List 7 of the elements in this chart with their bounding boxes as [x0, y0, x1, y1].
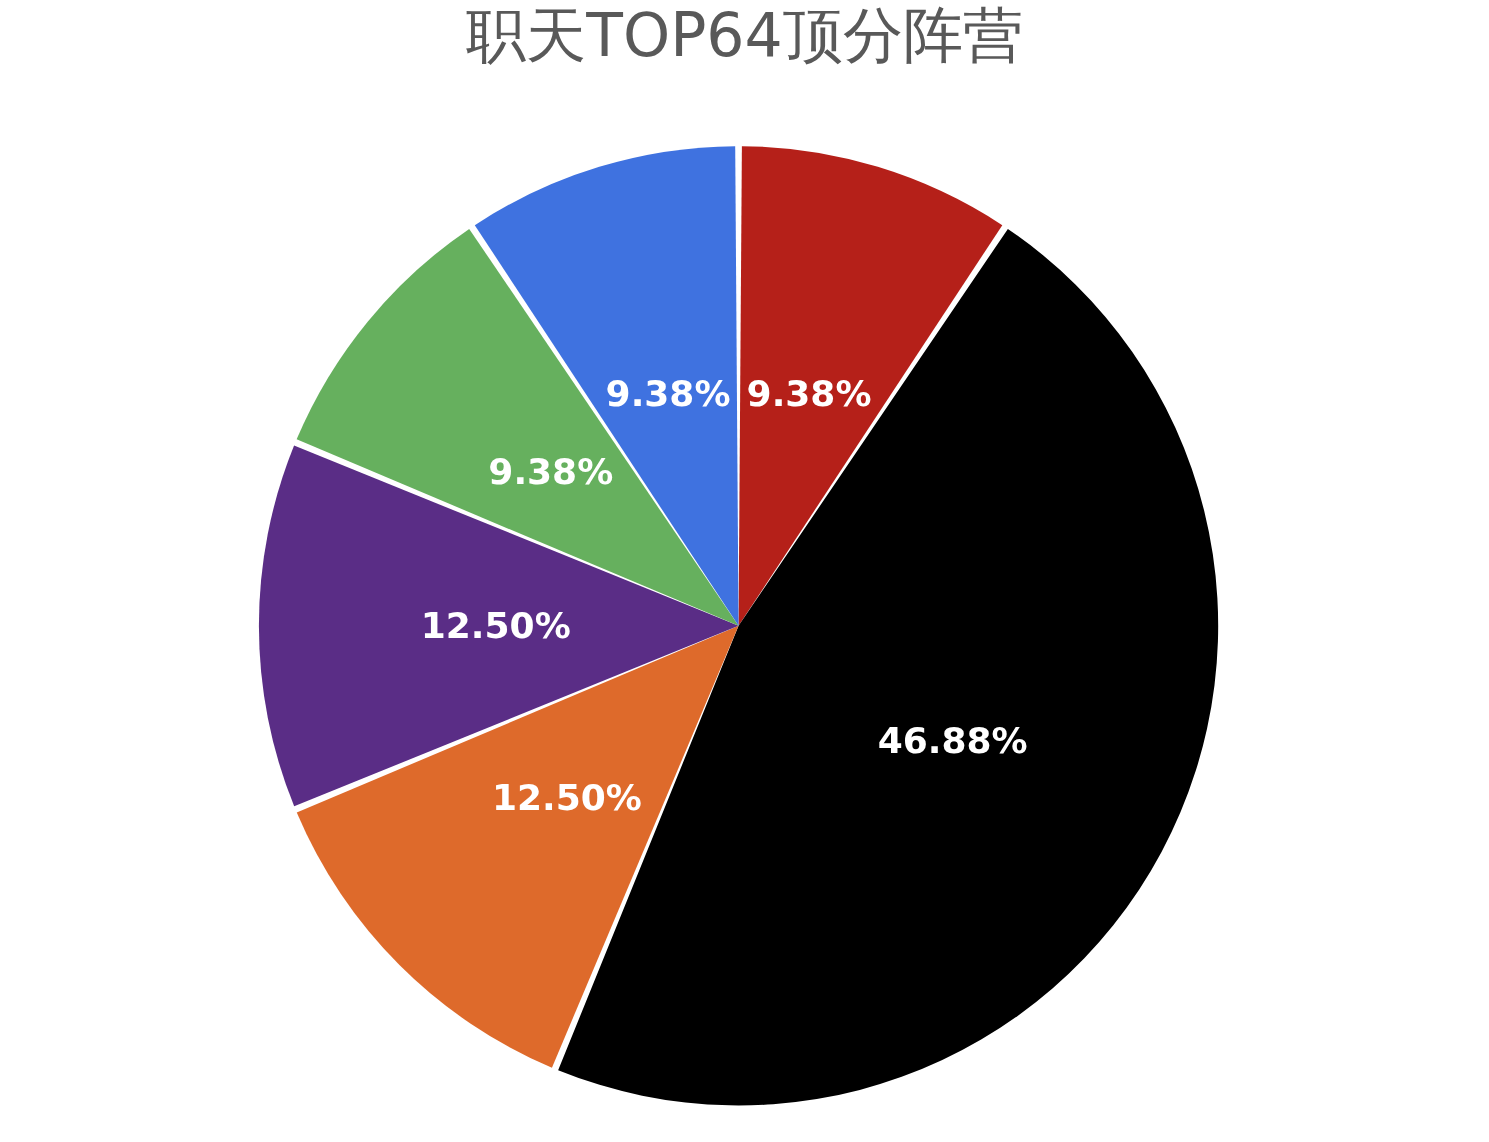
chart-title: 职天TOP64顶分阵营: [466, 0, 1023, 70]
data-label: 9.38%: [746, 372, 872, 414]
data-label: 9.38%: [488, 451, 614, 493]
data-label: 12.50%: [491, 777, 642, 819]
data-label: 9.38%: [605, 372, 731, 414]
data-label: 46.88%: [877, 719, 1028, 761]
data-label: 12.50%: [420, 605, 571, 647]
